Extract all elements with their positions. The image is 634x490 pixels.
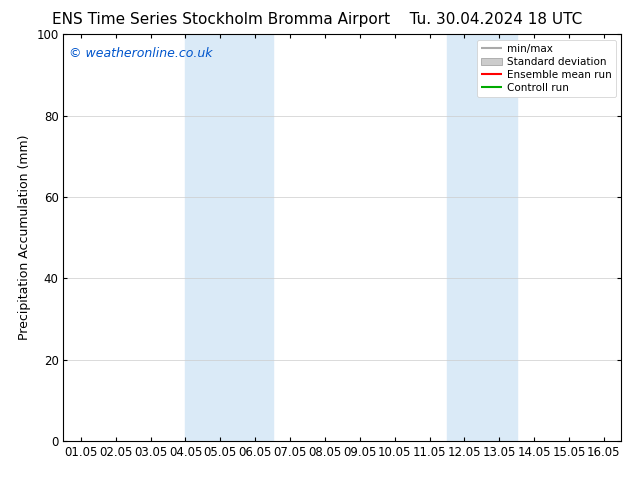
Bar — [185, 34, 273, 441]
Y-axis label: Precipitation Accumulation (mm): Precipitation Accumulation (mm) — [18, 135, 30, 341]
Legend: min/max, Standard deviation, Ensemble mean run, Controll run: min/max, Standard deviation, Ensemble me… — [477, 40, 616, 97]
Text: © weatheronline.co.uk: © weatheronline.co.uk — [69, 47, 212, 59]
Text: ENS Time Series Stockholm Bromma Airport    Tu. 30.04.2024 18 UTC: ENS Time Series Stockholm Bromma Airport… — [52, 12, 582, 27]
Bar — [447, 34, 517, 441]
